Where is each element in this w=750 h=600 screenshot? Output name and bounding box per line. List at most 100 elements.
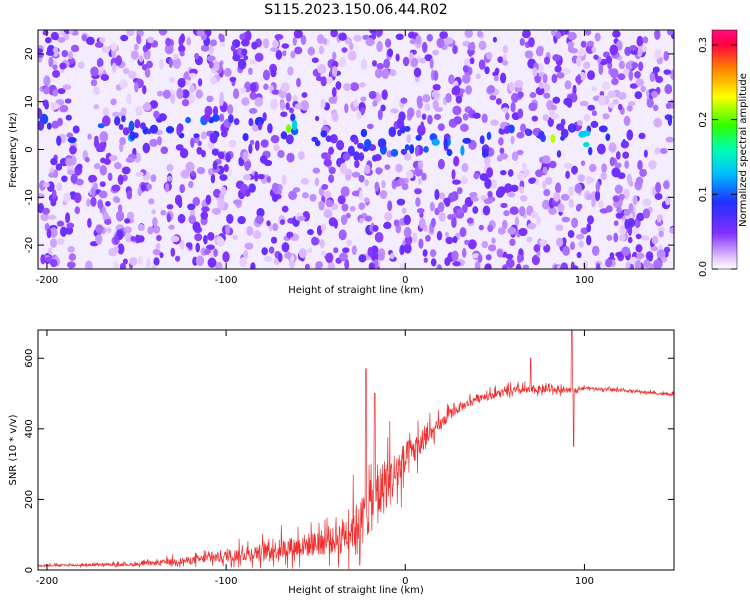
tick-label: 200 bbox=[24, 490, 35, 509]
heatmap-cell bbox=[445, 93, 452, 103]
heatmap-cell bbox=[563, 162, 573, 169]
heatmap-cell bbox=[569, 123, 574, 132]
heatmap-cell bbox=[430, 258, 437, 267]
heatmap-cell bbox=[364, 215, 373, 222]
heatmap-cell bbox=[179, 148, 189, 159]
heatmap-cell bbox=[260, 155, 268, 164]
heatmap-cell bbox=[623, 115, 631, 126]
heatmap-cell bbox=[404, 144, 410, 151]
heatmap-cell bbox=[241, 39, 250, 47]
heatmap-cell bbox=[628, 70, 633, 81]
heatmap-cell bbox=[90, 79, 98, 87]
heatmap-cell bbox=[627, 225, 633, 236]
heatmap-cell bbox=[660, 256, 668, 263]
heatmap-cell bbox=[562, 68, 571, 75]
heatmap-cell bbox=[641, 235, 650, 241]
heatmap-cell bbox=[605, 55, 613, 64]
heatmap-cell bbox=[632, 195, 638, 206]
heatmap-cell bbox=[542, 73, 548, 84]
heatmap-cell bbox=[223, 68, 232, 77]
heatmap-cell bbox=[52, 64, 58, 70]
heatmap-cell bbox=[211, 148, 219, 156]
heatmap-cell bbox=[578, 240, 584, 248]
heatmap-cell bbox=[88, 174, 98, 183]
heatmap-cell bbox=[509, 206, 519, 215]
heatmap-cell bbox=[587, 70, 595, 81]
heatmap-cell bbox=[542, 199, 551, 210]
heatmap-cell bbox=[351, 245, 357, 255]
heatmap-cell bbox=[271, 182, 279, 193]
heatmap-cell bbox=[87, 133, 92, 140]
heatmap-cell bbox=[208, 168, 213, 176]
heatmap-cell bbox=[653, 104, 659, 112]
heatmap-cell bbox=[125, 233, 133, 243]
heatmap-cell bbox=[227, 169, 232, 177]
heatmap-cell bbox=[571, 165, 578, 175]
heatmap-cell bbox=[424, 103, 431, 111]
heatmap-cell bbox=[460, 123, 469, 132]
heatmap-cell bbox=[658, 230, 664, 238]
heatmap-cell bbox=[277, 150, 285, 158]
heatmap-cell bbox=[554, 65, 562, 73]
heatmap-cell bbox=[47, 247, 53, 255]
heatmap-cell bbox=[384, 212, 393, 221]
heatmap-cell bbox=[201, 131, 207, 140]
heatmap-cell bbox=[194, 53, 199, 60]
heatmap-cell bbox=[65, 157, 73, 167]
heatmap-cell bbox=[206, 244, 215, 250]
heatmap-cell bbox=[292, 95, 298, 103]
heatmap-cell bbox=[320, 223, 326, 232]
heatmap-cell bbox=[538, 130, 545, 140]
heatmap-cell bbox=[591, 197, 596, 208]
heatmap-cell bbox=[346, 239, 352, 246]
heatmap-cell bbox=[99, 37, 106, 43]
heatmap-cell bbox=[203, 235, 208, 245]
heatmap-cell bbox=[595, 262, 601, 269]
heatmap-cell bbox=[611, 167, 621, 178]
heatmap-cell bbox=[619, 225, 627, 236]
heatmap-cell bbox=[241, 48, 248, 56]
heatmap-cell bbox=[657, 226, 665, 233]
heatmap-cell bbox=[368, 262, 375, 269]
heatmap-cell bbox=[413, 67, 422, 78]
heatmap-cell bbox=[574, 183, 582, 194]
heatmap-cell bbox=[543, 83, 550, 92]
heatmap-cell bbox=[542, 166, 548, 175]
heatmap-cell bbox=[57, 88, 66, 95]
heatmap-cell bbox=[614, 162, 622, 168]
heatmap-cell bbox=[56, 182, 62, 192]
heatmap-cell bbox=[505, 258, 515, 269]
heatmap-cell bbox=[300, 35, 307, 45]
heatmap-cell bbox=[653, 118, 662, 128]
heatmap-cell bbox=[42, 207, 50, 215]
heatmap-cell bbox=[485, 52, 493, 60]
heatmap-cell bbox=[415, 197, 421, 207]
heatmap-cell bbox=[69, 145, 77, 155]
heatmap-cell bbox=[292, 36, 297, 46]
heatmap-cell bbox=[628, 101, 636, 107]
heatmap-cell bbox=[165, 37, 171, 47]
heatmap-cell bbox=[97, 199, 103, 210]
heatmap-cell bbox=[51, 189, 57, 200]
heatmap-cell bbox=[95, 224, 104, 234]
heatmap-cell bbox=[149, 124, 158, 134]
heatmap-cell bbox=[499, 153, 509, 160]
heatmap-cell bbox=[254, 97, 263, 107]
heatmap-cell bbox=[495, 188, 505, 198]
heatmap-cell bbox=[372, 225, 379, 232]
heatmap-cell bbox=[328, 96, 336, 104]
heatmap-cell bbox=[86, 198, 91, 207]
heatmap-cell bbox=[353, 151, 360, 161]
heatmap-cell bbox=[510, 102, 516, 113]
heatmap-cell bbox=[539, 239, 548, 247]
tick-label: 10 bbox=[24, 95, 35, 108]
heatmap-cell bbox=[611, 78, 619, 86]
heatmap-cell bbox=[419, 58, 426, 64]
heatmap-cell bbox=[351, 171, 361, 178]
heatmap-cell bbox=[210, 76, 218, 85]
heatmap-cell bbox=[617, 92, 627, 100]
heatmap-cell bbox=[337, 195, 346, 205]
heatmap-cell bbox=[518, 228, 528, 236]
heatmap-cell bbox=[360, 128, 367, 138]
